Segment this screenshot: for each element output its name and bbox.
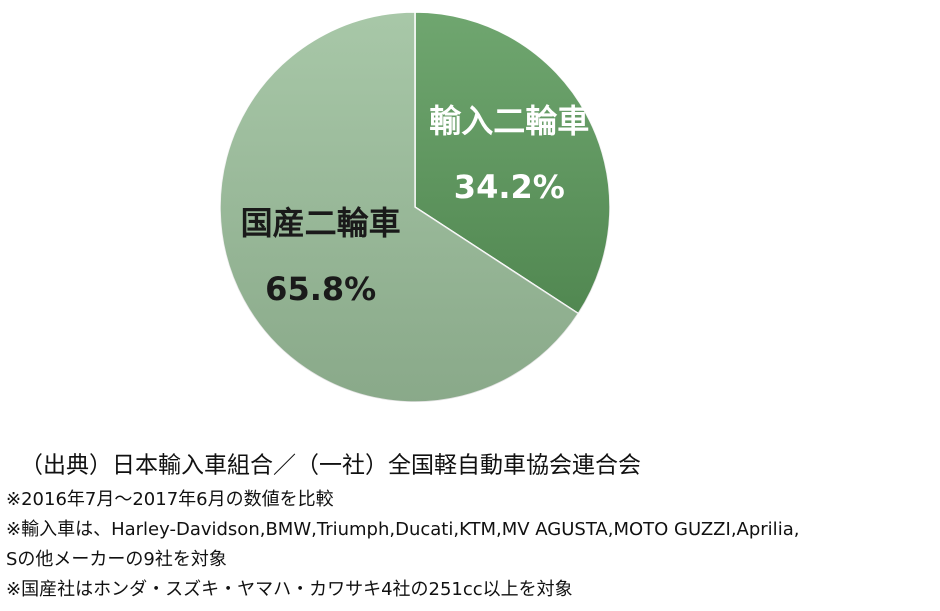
- note: ※輸入車は、Harley-Davidson,BMW,Triumph,Ducati…: [6, 519, 799, 540]
- source: （出典）日本輸入車組合／（一社）全国軽自動車協会連合会: [20, 453, 641, 479]
- note: Sの他メーカーの9社を対象: [6, 549, 227, 570]
- note: ※2016年7月～2017年6月の数値を比較: [6, 489, 334, 510]
- slice-label: 輸入二輪車: [429, 102, 589, 140]
- pie: 輸入二輪車 34.2% 国産二輪車 65.8%: [219, 11, 611, 403]
- slice-label: 国産二輪車: [241, 204, 401, 242]
- note: ※国産社はホンダ・スズキ・ヤマハ・カワサキ4社の251cc以上を対象: [6, 579, 573, 600]
- notes: ※2016年7月～2017年6月の数値を比較 ※輸入車は、Harley-David…: [6, 489, 799, 600]
- value-label: 34.2%: [454, 168, 565, 206]
- value-label: 65.8%: [265, 270, 376, 308]
